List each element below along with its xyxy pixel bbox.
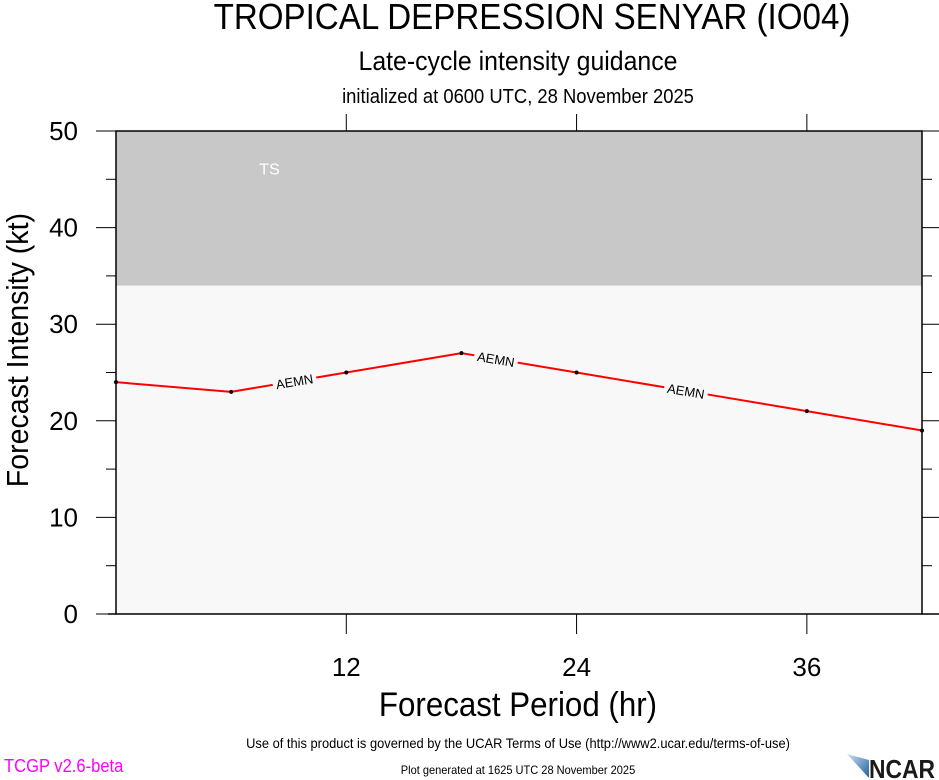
band-label: TS <box>259 161 279 178</box>
data-point <box>459 351 464 356</box>
y-tick-label: 20 <box>49 406 78 436</box>
chart-title: TROPICAL DEPRESSION SENYAR (IO04) <box>213 0 851 37</box>
series-line-aemn <box>115 352 923 432</box>
x-axis-label: Forecast Period (hr) <box>378 686 658 724</box>
x-tick-label: 24 <box>562 652 591 682</box>
initialization-time: initialized at 0600 UTC, 28 November 202… <box>342 86 694 108</box>
y-tick-label: 0 <box>64 599 78 629</box>
y-tick-label: 40 <box>49 213 78 243</box>
data-point <box>344 370 349 375</box>
data-point <box>229 389 234 394</box>
series-label-bg <box>663 380 709 402</box>
chart-subtitle: Late-cycle intensity guidance <box>358 46 678 76</box>
terms-of-use-notice: Use of this product is governed by the U… <box>246 735 790 751</box>
series-label-bg <box>473 348 519 370</box>
svg-text:NCAR: NCAR <box>869 754 935 780</box>
y-tick-label: 30 <box>49 309 78 339</box>
band-ts <box>116 131 922 286</box>
y-axis-label: Forecast Intensity (kt) <box>0 213 35 488</box>
version-label: TCGP v2.6-beta <box>4 756 124 776</box>
y-tick-label: 10 <box>49 502 78 532</box>
x-tick-label: 36 <box>792 652 821 682</box>
data-point <box>804 409 809 414</box>
generated-time: Plot generated at 1625 UTC 28 November 2… <box>400 763 636 777</box>
data-point <box>114 380 118 385</box>
data-point <box>574 370 579 375</box>
data-point <box>920 428 924 433</box>
ncar-logo: NCAR <box>847 754 935 780</box>
y-tick-label: 50 <box>49 116 78 146</box>
series-label: AEMN <box>275 371 315 392</box>
series-label-bg <box>271 370 318 392</box>
x-tick-label: 12 <box>332 652 361 682</box>
series-label: AEMN <box>476 349 516 370</box>
series-label: AEMN <box>666 381 706 402</box>
